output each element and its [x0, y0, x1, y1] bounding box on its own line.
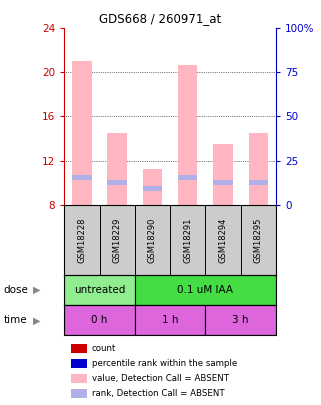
Bar: [71, 375, 87, 383]
Bar: [213, 180, 233, 185]
Text: GSM18290: GSM18290: [148, 217, 157, 262]
Bar: [71, 359, 87, 368]
Text: ▶: ▶: [33, 285, 41, 295]
Bar: [178, 65, 197, 205]
Bar: [64, 275, 135, 305]
Bar: [213, 144, 233, 205]
Text: GSM18228: GSM18228: [77, 217, 86, 262]
Bar: [135, 275, 276, 305]
Bar: [249, 180, 268, 185]
Text: GDS668 / 260971_at: GDS668 / 260971_at: [100, 12, 221, 25]
Bar: [205, 305, 276, 335]
Text: untreated: untreated: [74, 285, 125, 295]
Text: GSM18294: GSM18294: [219, 217, 228, 262]
Bar: [143, 169, 162, 205]
Text: dose: dose: [3, 285, 28, 295]
Text: ▶: ▶: [33, 315, 41, 325]
Text: value, Detection Call = ABSENT: value, Detection Call = ABSENT: [92, 374, 229, 383]
Bar: [143, 185, 162, 190]
Text: 0.1 uM IAA: 0.1 uM IAA: [178, 285, 233, 295]
Text: 1 h: 1 h: [162, 315, 178, 325]
Bar: [249, 133, 268, 205]
Text: GSM18295: GSM18295: [254, 217, 263, 262]
Text: percentile rank within the sample: percentile rank within the sample: [92, 359, 237, 368]
Bar: [178, 175, 197, 179]
Text: GSM18229: GSM18229: [113, 217, 122, 262]
Text: time: time: [3, 315, 27, 325]
Text: 0 h: 0 h: [91, 315, 108, 325]
Bar: [71, 344, 87, 353]
Bar: [71, 390, 87, 398]
Text: 3 h: 3 h: [232, 315, 249, 325]
Bar: [108, 180, 127, 185]
Bar: [72, 175, 91, 179]
Text: rank, Detection Call = ABSENT: rank, Detection Call = ABSENT: [92, 389, 224, 398]
Text: GSM18291: GSM18291: [183, 217, 192, 262]
Bar: [72, 62, 91, 205]
Bar: [108, 133, 127, 205]
Text: count: count: [92, 344, 116, 353]
Bar: [64, 305, 135, 335]
Bar: [135, 305, 205, 335]
